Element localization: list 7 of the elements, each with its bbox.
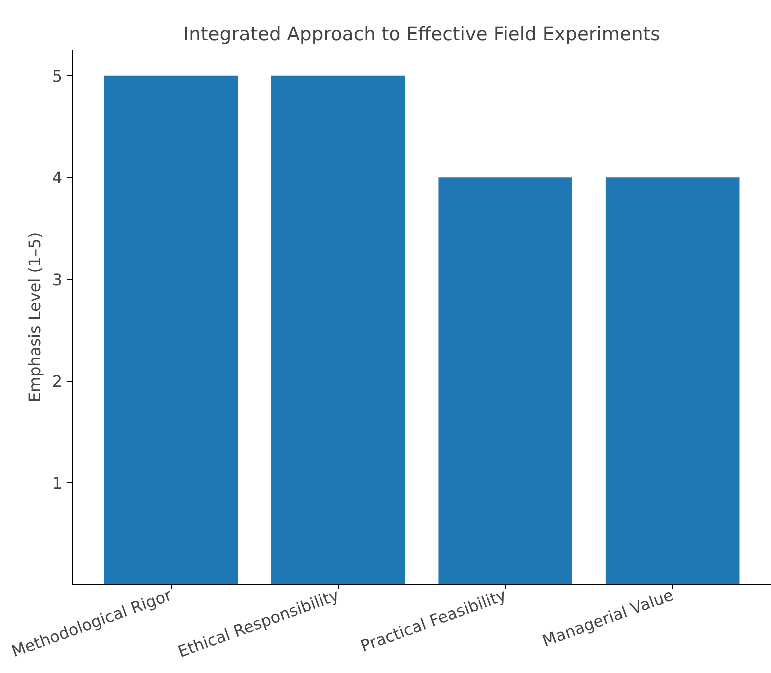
y-tick-label: 4 (52, 168, 63, 188)
y-tick-label: 5 (52, 66, 63, 86)
y-axis-title: Emphasis Level (1–5) (25, 232, 44, 403)
chart-title: Integrated Approach to Effective Field Experiments (184, 24, 660, 46)
y-tick-label: 2 (52, 372, 63, 392)
y-tick-label: 3 (52, 270, 63, 290)
y-tick-label: 1 (52, 474, 63, 493)
